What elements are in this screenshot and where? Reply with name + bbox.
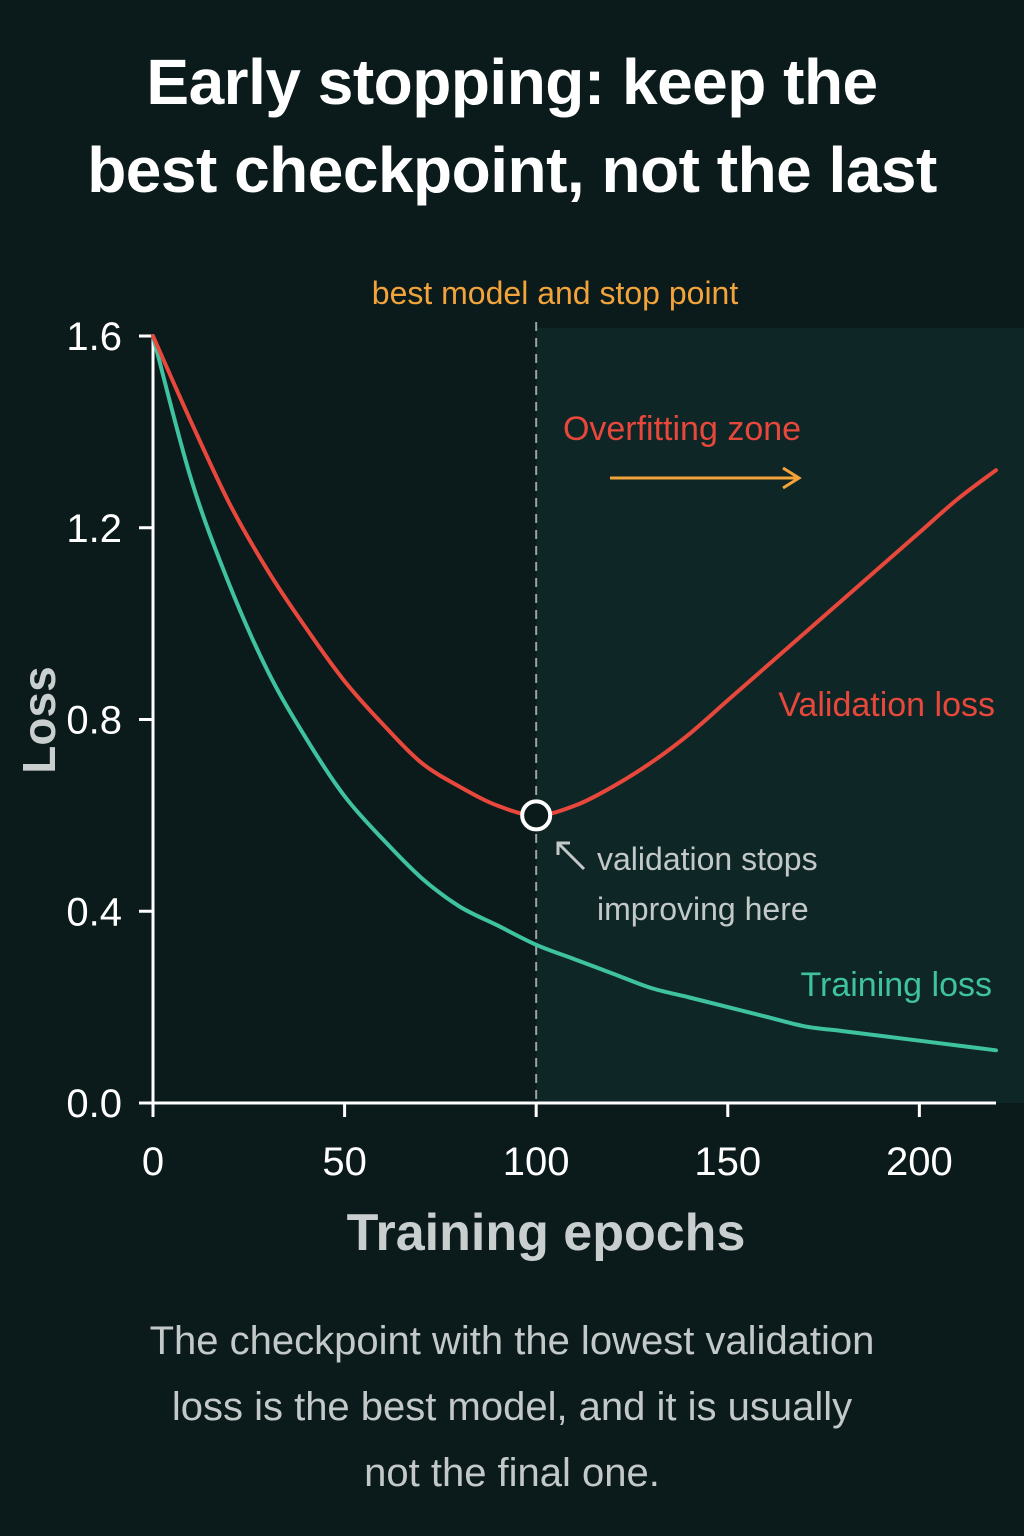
overfitting-zone-label: Overfitting zone: [563, 410, 801, 448]
tick-group: 0 50 100 150 200 0.0 0.4 0.8 1.2 1.6: [66, 315, 952, 1184]
validation-loss-label: Validation loss: [778, 686, 995, 724]
page-title: Early stopping: keep the best checkpoint…: [0, 38, 1024, 214]
title-line-1: Early stopping: keep the: [146, 46, 878, 118]
y-tick-label: 0.8: [66, 699, 122, 743]
loss-chart: best model and stop point Overfitting zo…: [13, 275, 1024, 1262]
arrow-head: [782, 466, 802, 490]
pointer-arrow-icon: [556, 841, 586, 871]
x-tick-label: 0: [142, 1140, 164, 1184]
validation-loss-line: [151, 334, 998, 818]
training-loss-label: Training loss: [801, 966, 992, 1004]
y-tick-label: 0.0: [66, 1082, 122, 1126]
y-axis-title: Loss: [13, 666, 65, 773]
caption: The checkpoint with the lowest validatio…: [60, 1308, 964, 1506]
best-checkpoint-marker: [520, 799, 553, 832]
training-loss-line: [151, 334, 998, 1053]
x-tick-label: 100: [503, 1140, 570, 1184]
pointer-shaft: [556, 841, 586, 871]
y-tick-label: 0.4: [66, 890, 122, 934]
stop-point-label: best model and stop point: [372, 275, 739, 311]
caption-line-2: loss is the best model, and it is usuall…: [171, 1385, 853, 1429]
x-axis-title: Training epochs: [347, 1204, 746, 1262]
x-tick-label: 200: [886, 1140, 953, 1184]
caption-line-3: not the final one.: [364, 1451, 660, 1495]
x-tick-label: 150: [694, 1140, 761, 1184]
y-tick-label: 1.2: [66, 507, 122, 551]
caption-line-1: The checkpoint with the lowest validatio…: [149, 1319, 875, 1363]
right-arrow-icon: [610, 466, 802, 490]
title-line-2: best checkpoint, not the last: [87, 134, 937, 206]
pointer-text-line-2: improving here: [597, 891, 809, 927]
y-tick-label: 1.6: [66, 315, 122, 359]
pointer-head: [556, 841, 570, 855]
pointer-text-line-1: validation stops: [597, 841, 818, 877]
x-tick-label: 50: [322, 1140, 367, 1184]
